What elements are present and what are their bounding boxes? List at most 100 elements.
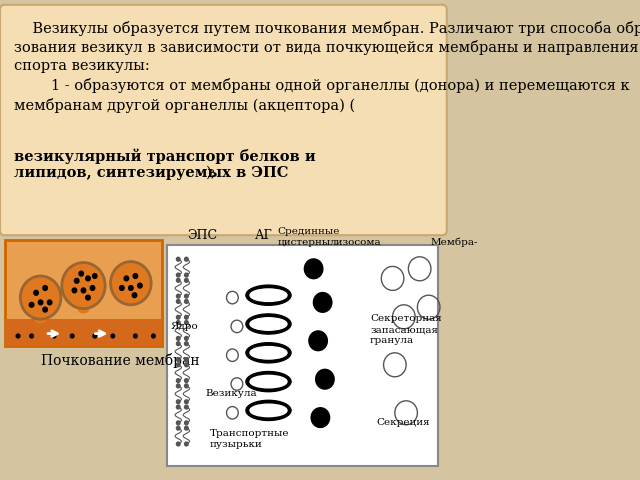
FancyBboxPatch shape	[0, 5, 447, 235]
Circle shape	[124, 276, 129, 281]
Circle shape	[74, 278, 79, 283]
Circle shape	[184, 294, 188, 298]
Circle shape	[184, 342, 188, 346]
Circle shape	[184, 273, 188, 277]
Circle shape	[177, 315, 180, 319]
Circle shape	[184, 278, 188, 282]
Circle shape	[177, 384, 180, 388]
Ellipse shape	[250, 318, 287, 330]
Circle shape	[177, 421, 180, 425]
Circle shape	[177, 273, 180, 277]
Circle shape	[16, 334, 20, 338]
Circle shape	[177, 363, 180, 367]
Circle shape	[111, 334, 115, 338]
Circle shape	[81, 288, 86, 293]
Text: Везикулы образуется путем почкования мембран. Различают три способа обра-
зовани: Везикулы образуется путем почкования мем…	[13, 21, 640, 112]
Text: Секреция: Секреция	[377, 418, 431, 427]
Circle shape	[20, 276, 61, 319]
Circle shape	[177, 426, 180, 430]
Circle shape	[304, 258, 324, 279]
Circle shape	[129, 286, 133, 290]
Text: Мембра-: Мембра-	[431, 237, 479, 247]
Ellipse shape	[250, 375, 287, 388]
Text: Почкование мембран: Почкование мембран	[40, 353, 199, 368]
Circle shape	[177, 336, 180, 340]
Circle shape	[34, 290, 38, 295]
Circle shape	[177, 379, 180, 383]
Circle shape	[93, 274, 97, 278]
Circle shape	[43, 307, 47, 312]
Circle shape	[43, 286, 47, 290]
Circle shape	[310, 407, 330, 428]
Circle shape	[184, 426, 188, 430]
Circle shape	[184, 400, 188, 404]
Circle shape	[62, 263, 105, 309]
Circle shape	[132, 293, 137, 298]
Circle shape	[70, 334, 74, 338]
Circle shape	[38, 300, 43, 305]
Bar	[4, 319, 163, 346]
Circle shape	[30, 334, 33, 338]
Text: липидов, синтезируемых в ЭПС: липидов, синтезируемых в ЭПС	[13, 166, 288, 180]
Circle shape	[177, 300, 180, 303]
Text: Срединные
цистерны: Срединные цистерны	[278, 227, 340, 247]
Circle shape	[184, 379, 188, 383]
Text: АГ: АГ	[255, 228, 273, 241]
Circle shape	[184, 384, 188, 388]
Text: Секреторная
запасающая
гранула: Секреторная запасающая гранула	[370, 314, 442, 345]
Text: Ядро: Ядро	[171, 322, 198, 331]
Circle shape	[184, 300, 188, 303]
Ellipse shape	[246, 400, 291, 420]
Circle shape	[177, 358, 180, 361]
Circle shape	[90, 286, 95, 290]
Circle shape	[111, 262, 151, 305]
Circle shape	[177, 405, 180, 409]
Circle shape	[177, 442, 180, 446]
Circle shape	[152, 334, 156, 338]
Ellipse shape	[250, 347, 287, 359]
Ellipse shape	[35, 316, 46, 323]
Ellipse shape	[250, 289, 287, 301]
Text: лизосома: лизосома	[330, 238, 381, 247]
Ellipse shape	[246, 285, 291, 305]
Circle shape	[177, 400, 180, 404]
Ellipse shape	[79, 307, 88, 313]
Circle shape	[86, 276, 90, 281]
Circle shape	[184, 405, 188, 409]
Circle shape	[134, 334, 137, 338]
Ellipse shape	[250, 404, 287, 417]
Circle shape	[177, 257, 180, 261]
Circle shape	[133, 274, 138, 278]
Circle shape	[184, 315, 188, 319]
Circle shape	[47, 300, 52, 305]
Circle shape	[86, 295, 90, 300]
Circle shape	[177, 294, 180, 298]
Circle shape	[138, 283, 142, 288]
Circle shape	[184, 421, 188, 425]
Circle shape	[177, 278, 180, 282]
Circle shape	[52, 334, 56, 338]
Text: везикулярный транспорт белков и: везикулярный транспорт белков и	[13, 149, 316, 164]
Circle shape	[184, 358, 188, 361]
Ellipse shape	[246, 314, 291, 334]
Circle shape	[313, 292, 333, 313]
Circle shape	[315, 369, 335, 390]
Circle shape	[184, 336, 188, 340]
Text: );: );	[206, 166, 216, 180]
Circle shape	[184, 257, 188, 261]
Ellipse shape	[246, 343, 291, 363]
Circle shape	[177, 321, 180, 324]
Circle shape	[93, 334, 97, 338]
Circle shape	[29, 302, 34, 307]
Ellipse shape	[246, 372, 291, 392]
Circle shape	[120, 286, 124, 290]
Text: Везикула: Везикула	[205, 389, 257, 398]
Text: Транспортные
пузырьки: Транспортные пузырьки	[210, 429, 289, 449]
Circle shape	[184, 321, 188, 324]
Circle shape	[184, 363, 188, 367]
Circle shape	[72, 288, 77, 293]
Circle shape	[184, 442, 188, 446]
Text: ЭПС: ЭПС	[188, 228, 218, 241]
Circle shape	[177, 342, 180, 346]
Circle shape	[308, 330, 328, 351]
